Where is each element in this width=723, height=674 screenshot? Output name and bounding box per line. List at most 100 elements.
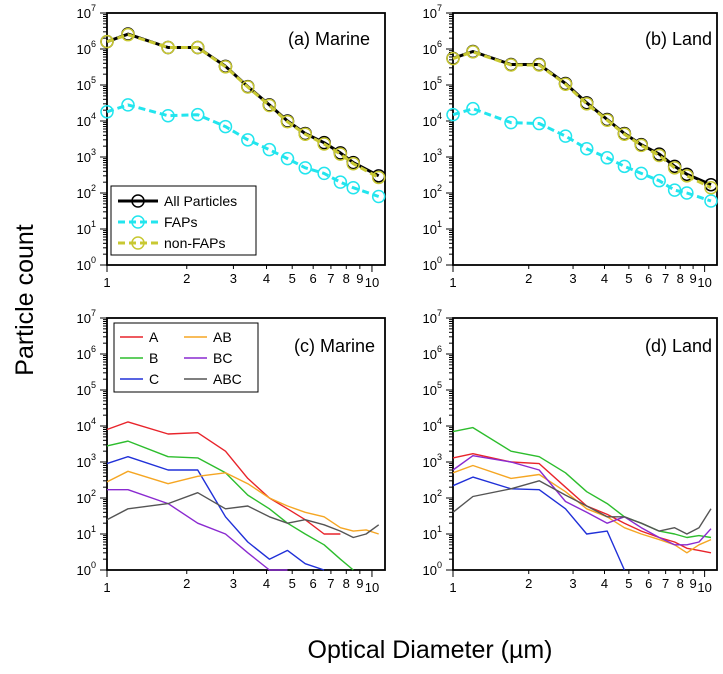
data-point — [466, 101, 480, 116]
plot-frame — [106, 317, 386, 571]
data-point — [600, 151, 614, 165]
y-tick-exponent: 2 — [91, 183, 96, 193]
data-point — [579, 97, 594, 111]
data-point — [579, 141, 594, 156]
y-tick-exponent: 4 — [91, 416, 96, 426]
legend-marker — [131, 194, 145, 208]
y-tick-label: 107 — [77, 3, 96, 21]
data-point — [218, 60, 233, 74]
y-tick-exponent: 3 — [91, 452, 96, 462]
series-line — [106, 421, 341, 535]
y-tick-label: 100 — [423, 255, 442, 273]
x-tick-label: 4 — [601, 576, 608, 591]
series-bc — [107, 489, 288, 571]
x-tick-label: 10 — [697, 580, 711, 595]
data-point — [652, 148, 666, 163]
y-tick-exponent: 5 — [437, 75, 442, 85]
data-point — [504, 115, 518, 130]
data-point — [446, 107, 460, 122]
y-tick-label: 106 — [77, 39, 96, 57]
x-tick-label: 2 — [525, 576, 532, 591]
y-tick-label: 105 — [77, 380, 96, 398]
series-c — [106, 456, 325, 571]
series-line — [452, 480, 712, 535]
x-tick-label: 10 — [365, 275, 379, 290]
legend-label: AB — [213, 329, 232, 345]
data-point — [466, 45, 480, 59]
series-line — [452, 453, 712, 554]
series-all-particles — [100, 27, 386, 183]
y-tick-exponent: 7 — [91, 308, 96, 318]
x-tick-label: 8 — [343, 271, 350, 286]
data-point — [333, 147, 348, 161]
data-point — [680, 186, 694, 200]
data-point — [667, 183, 682, 197]
series-line — [106, 33, 380, 179]
y-tick-label: 100 — [77, 560, 96, 578]
x-tick-label: 6 — [310, 576, 317, 591]
series-line — [452, 476, 626, 571]
x-tick-label: 6 — [645, 271, 652, 286]
data-point — [634, 166, 649, 181]
legend: All Particles FAPs non-FAPs — [110, 185, 257, 256]
x-tick-label: 1 — [103, 580, 110, 595]
y-tick-label: 104 — [423, 416, 442, 434]
series-line — [452, 464, 712, 554]
y-tick-exponent: 6 — [437, 344, 442, 354]
series-all-particles — [446, 44, 718, 192]
data-point — [333, 175, 348, 189]
y-tick-label: 101 — [423, 524, 442, 542]
x-tick-label: 4 — [601, 271, 608, 286]
data-point — [241, 133, 255, 147]
data-point — [371, 170, 386, 185]
series-non-faps — [446, 45, 718, 195]
legend-label: C — [149, 371, 159, 387]
y-tick-exponent: 1 — [91, 524, 96, 534]
y-tick-exponent: 0 — [91, 560, 96, 570]
series-b — [452, 426, 712, 539]
x-tick-label: 8 — [677, 576, 684, 591]
series-non-faps — [100, 27, 386, 185]
data-point — [652, 173, 666, 188]
data-point — [346, 180, 361, 195]
x-tick-label: 10 — [365, 580, 379, 595]
x-tick-label: 8 — [343, 576, 350, 591]
data-point — [161, 108, 175, 123]
legend-marker — [131, 236, 145, 250]
x-tick-label: 2 — [183, 576, 190, 591]
series-abc — [452, 480, 712, 535]
series-line — [452, 107, 712, 203]
y-tick-exponent: 3 — [437, 452, 442, 462]
y-tick-label: 102 — [423, 488, 442, 506]
y-tick-label: 106 — [77, 344, 96, 362]
x-tick-label: 9 — [356, 271, 363, 286]
y-tick-label: 101 — [77, 219, 96, 237]
data-point — [558, 129, 573, 143]
legend-label: BC — [213, 350, 232, 366]
series-line — [452, 50, 712, 190]
x-tick-label: 4 — [263, 576, 270, 591]
y-tick-exponent: 7 — [437, 308, 442, 318]
data-point — [634, 138, 649, 153]
y-tick-exponent: 0 — [91, 255, 96, 265]
legend-label: All Particles — [164, 193, 237, 209]
x-tick-label: 1 — [449, 580, 456, 595]
x-tick-label: 3 — [230, 576, 237, 591]
y-tick-exponent: 1 — [437, 524, 442, 534]
y-tick-label: 107 — [423, 308, 442, 326]
y-tick-exponent: 6 — [437, 39, 442, 49]
x-tick-label: 6 — [310, 271, 317, 286]
x-tick-label: 5 — [625, 576, 632, 591]
x-tick-label: 3 — [569, 576, 576, 591]
y-tick-exponent: 5 — [91, 75, 96, 85]
x-tick-label: 5 — [289, 271, 296, 286]
legend-marker — [131, 215, 145, 229]
y-tick-label: 101 — [77, 524, 96, 542]
series-c — [452, 476, 626, 571]
series-ab — [106, 470, 379, 535]
y-tick-label: 107 — [77, 308, 96, 326]
